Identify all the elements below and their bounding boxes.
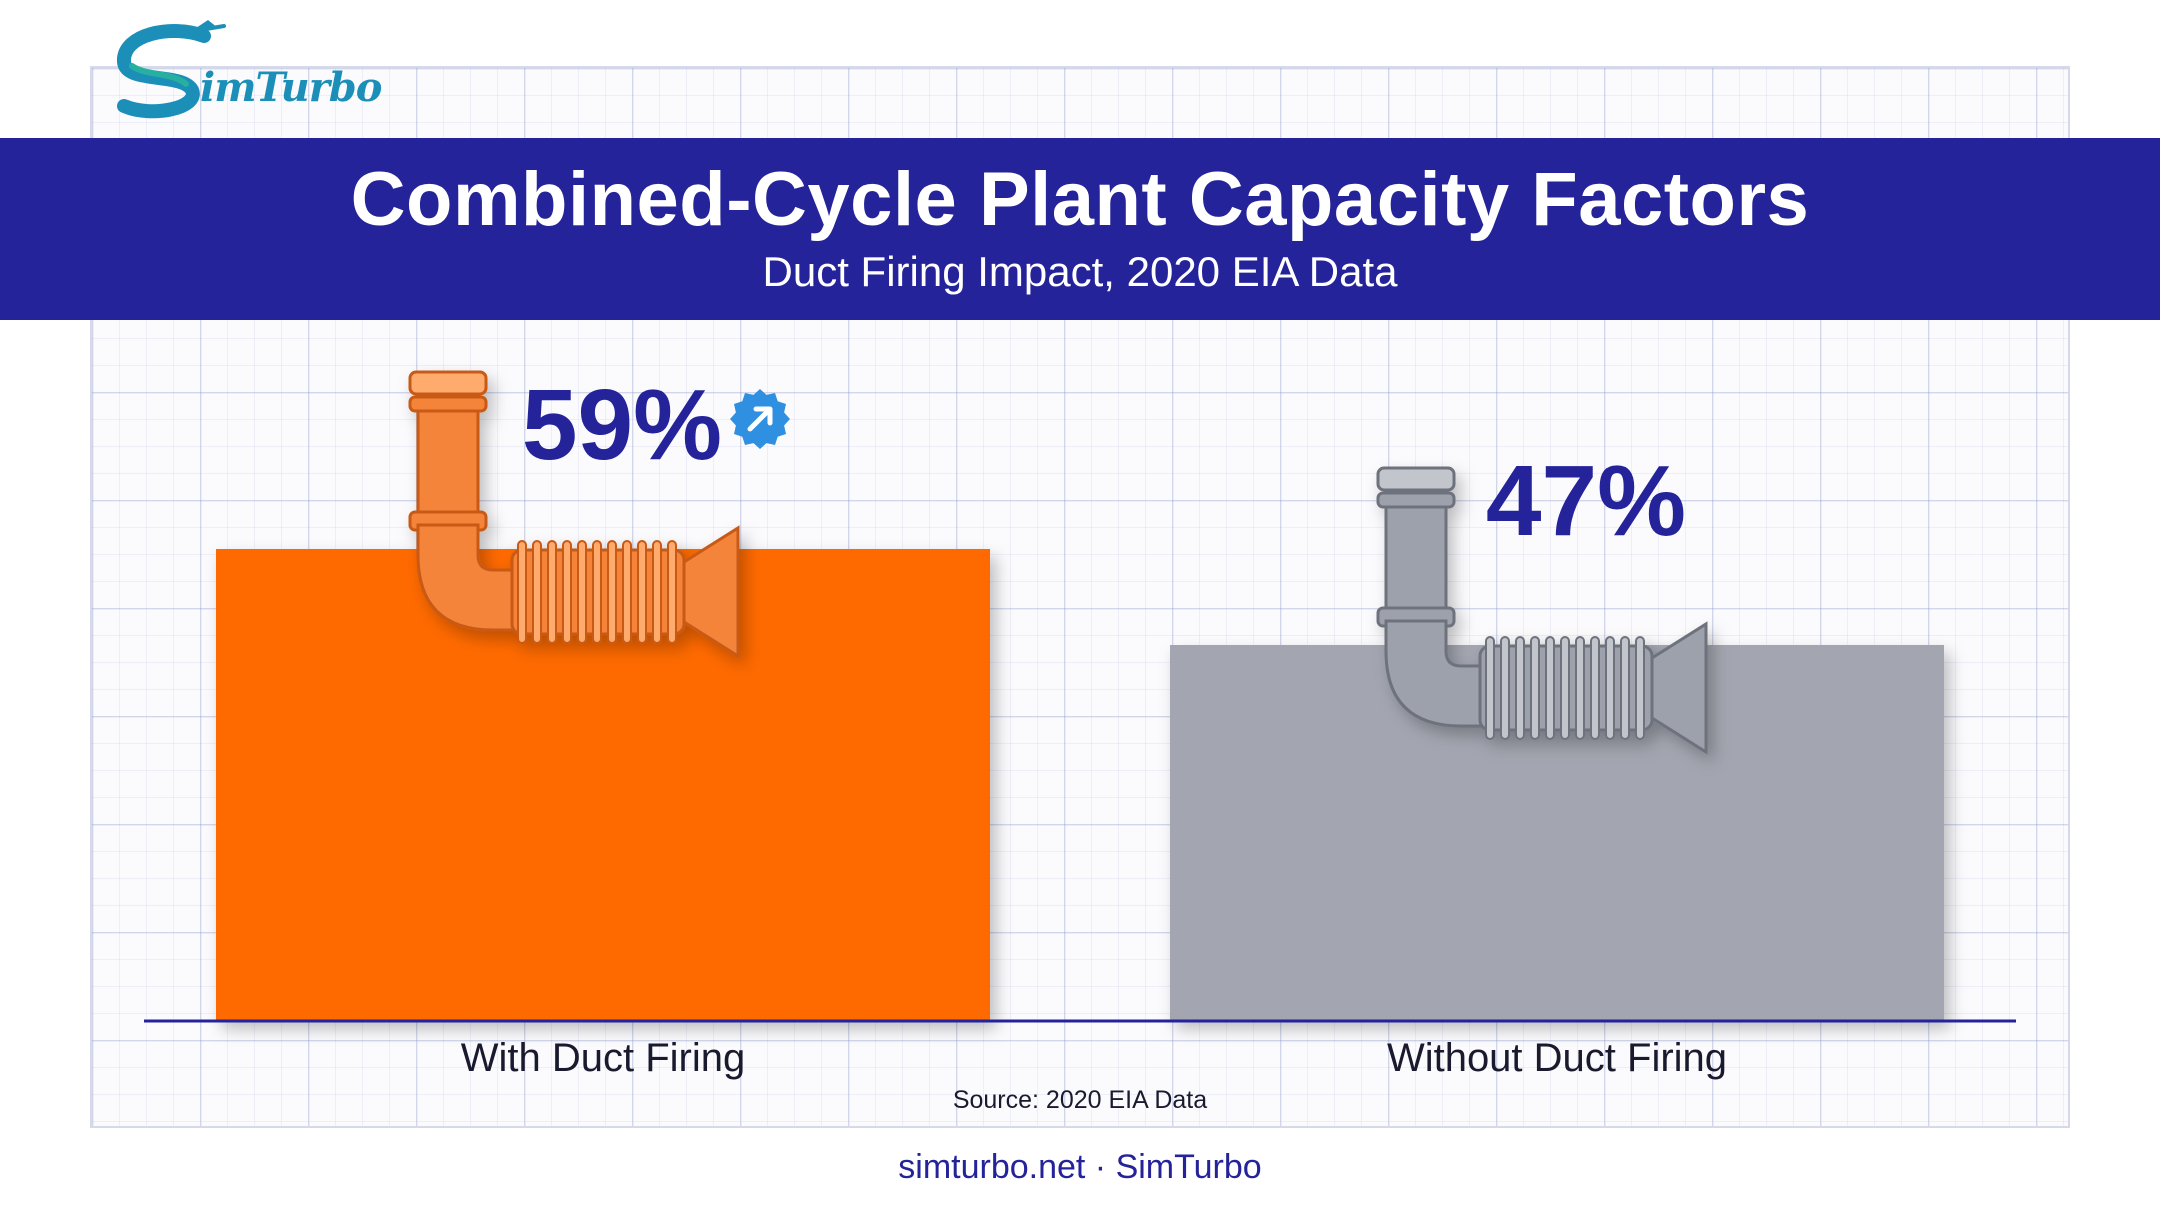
category-label: With Duct Firing xyxy=(461,1036,746,1080)
category-label: Without Duct Firing xyxy=(1387,1036,1727,1080)
value-label: 59% xyxy=(522,369,722,481)
bar-chart: 59% With Duct Firing 47% Without Duct Firin… xyxy=(144,369,2016,1080)
logo-wordmark: imTurbo xyxy=(200,64,382,111)
source-note: Source: 2020 EIA Data xyxy=(952,1086,1208,1114)
page-subtitle: Duct Firing Impact, 2020 EIA Data xyxy=(762,248,1398,295)
elbow-duct-icon xyxy=(408,370,740,659)
footer-link[interactable]: simturbo.net · SimTurbo xyxy=(898,1148,1262,1186)
title-banner: Combined-Cycle Plant Capacity Factors Du… xyxy=(0,138,2160,320)
simturbo-logo-icon xyxy=(117,20,226,119)
page-title: Combined-Cycle Plant Capacity Factors xyxy=(350,157,1810,242)
elbow-duct-icon xyxy=(1376,466,1708,755)
value-label: 47% xyxy=(1486,445,1686,557)
trending-up-badge-icon xyxy=(730,389,790,449)
